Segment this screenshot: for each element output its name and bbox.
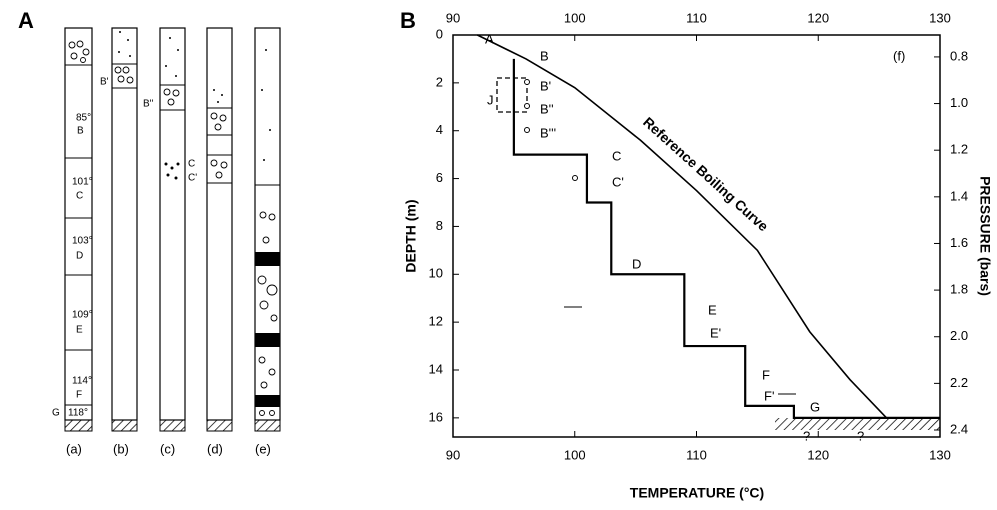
unit-note: G bbox=[52, 408, 60, 419]
y2-axis-title: PRESSURE (bars) bbox=[977, 176, 993, 296]
y2-tick-label: 2.0 bbox=[950, 328, 968, 343]
y-tick-label: 6 bbox=[436, 170, 443, 185]
curve-label: Reference Boiling Curve bbox=[640, 114, 772, 235]
annotation: C' bbox=[612, 174, 624, 189]
sample-dot bbox=[524, 127, 530, 133]
annotation: D bbox=[632, 256, 641, 271]
annotation: ? bbox=[803, 428, 810, 443]
x-top-tick-label: 120 bbox=[807, 10, 829, 25]
panel-letter: A bbox=[18, 8, 34, 33]
annotation: E bbox=[708, 302, 717, 317]
column-label: (e) bbox=[255, 441, 271, 456]
y-tick-label: 10 bbox=[429, 266, 443, 281]
x-top-tick-label: 90 bbox=[446, 10, 460, 25]
unit-note: B bbox=[77, 126, 84, 137]
annotation: (f) bbox=[893, 48, 905, 63]
y-tick-label: 0 bbox=[436, 26, 443, 41]
temp-note: 109° bbox=[72, 310, 93, 321]
unit-note: F bbox=[76, 390, 82, 401]
column-label: (d) bbox=[207, 441, 223, 456]
y-tick-label: 2 bbox=[436, 74, 443, 89]
temp-note: 101° bbox=[72, 177, 93, 188]
temp-note: 114° bbox=[72, 376, 92, 387]
column-label: (b) bbox=[113, 441, 129, 456]
unit-note: C bbox=[76, 191, 83, 202]
x-tick-label: 100 bbox=[564, 447, 586, 462]
annotation: ? bbox=[857, 428, 864, 443]
ground-hatch bbox=[775, 418, 940, 430]
unit-note: E bbox=[76, 325, 83, 336]
annotation: J bbox=[487, 92, 494, 107]
y2-tick-label: 2.2 bbox=[950, 375, 968, 390]
sample-dot bbox=[524, 79, 530, 85]
annotation: F' bbox=[764, 388, 774, 403]
column-e bbox=[254, 27, 281, 432]
temp-note: 85° bbox=[76, 113, 91, 124]
y-tick-label: 12 bbox=[429, 314, 443, 329]
column-d bbox=[206, 27, 233, 432]
y2-tick-label: 1.2 bbox=[950, 142, 968, 157]
x-tick-label: 120 bbox=[807, 447, 829, 462]
x-top-tick-label: 100 bbox=[564, 10, 586, 25]
column-c: B'' C C' bbox=[143, 27, 197, 432]
y-tick-label: 16 bbox=[429, 409, 443, 424]
y2-tick-label: 1.4 bbox=[950, 188, 968, 203]
j-box bbox=[496, 77, 528, 113]
x-top-tick-label: 110 bbox=[686, 10, 707, 25]
temperature-profile bbox=[512, 58, 940, 419]
boiling-curve bbox=[476, 34, 888, 419]
column-label: (a) bbox=[66, 441, 82, 456]
panel-letter: B bbox=[400, 8, 416, 33]
y-tick-label: 14 bbox=[429, 361, 443, 376]
temp-note: 118° bbox=[68, 408, 88, 419]
annotation: F bbox=[762, 367, 770, 382]
x-axis-title: TEMPERATURE (°C) bbox=[630, 485, 764, 501]
y2-tick-label: 0.8 bbox=[950, 48, 968, 63]
plot-frame bbox=[452, 34, 941, 438]
sample-dot bbox=[524, 103, 530, 109]
column-label: (c) bbox=[160, 441, 175, 456]
annotation: E' bbox=[710, 325, 721, 340]
column-a: 85° B 101° C 103° D 109° E 114° F G 118° bbox=[52, 27, 93, 432]
annotation: C bbox=[612, 148, 621, 163]
x-tick-label: 110 bbox=[686, 447, 707, 462]
annotation: G bbox=[810, 399, 820, 414]
annotation: B'' bbox=[540, 101, 554, 116]
unit-note: D bbox=[76, 251, 83, 262]
annotation: B' bbox=[540, 78, 551, 93]
temp-note: 103° bbox=[72, 236, 93, 247]
annotation: B bbox=[540, 48, 549, 63]
y2-tick-label: 1.6 bbox=[950, 235, 968, 250]
unit-note: B' bbox=[100, 77, 109, 88]
x-top-tick-label: 130 bbox=[929, 10, 951, 25]
annotation: A bbox=[485, 31, 494, 46]
x-tick-label: 130 bbox=[929, 447, 951, 462]
unit-note: B'' bbox=[143, 99, 154, 110]
y2-tick-label: 2.4 bbox=[950, 421, 968, 436]
sample-dot bbox=[572, 175, 578, 181]
y-tick-label: 4 bbox=[436, 122, 443, 137]
unit-note: C bbox=[188, 159, 195, 170]
column-b: B' bbox=[100, 27, 138, 432]
unit-note: C' bbox=[188, 173, 197, 184]
annotation: B''' bbox=[540, 125, 556, 140]
y2-tick-label: 1.0 bbox=[950, 95, 968, 110]
y-tick-label: 8 bbox=[436, 218, 443, 233]
x-tick-label: 90 bbox=[446, 447, 460, 462]
y-axis-title: DEPTH (m) bbox=[403, 199, 419, 272]
y2-tick-label: 1.8 bbox=[950, 282, 968, 297]
